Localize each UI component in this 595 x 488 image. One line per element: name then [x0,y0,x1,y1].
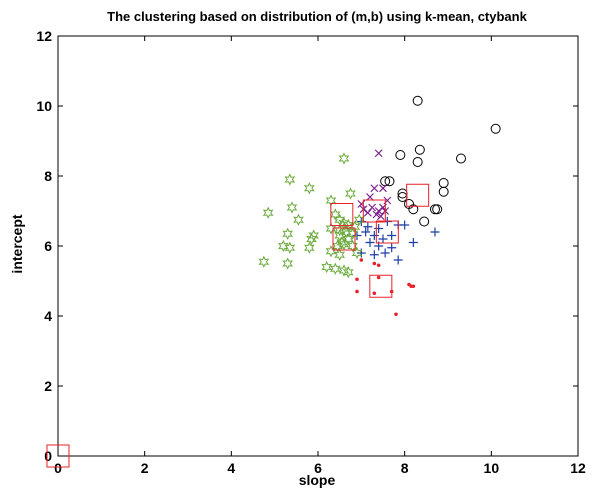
dot-marker [411,284,416,289]
x-tick-label: 0 [54,460,62,476]
star-marker [282,257,294,270]
x-marker [368,203,377,212]
x-marker [374,149,383,158]
dot-marker [394,312,398,317]
plus-marker [430,227,440,237]
plus-marker [378,234,388,244]
x-tick-label: 12 [570,460,586,476]
star-marker [353,213,365,226]
circle-marker [490,123,501,134]
x-marker [376,212,385,221]
plot-area [57,35,579,457]
circle-marker [412,95,423,106]
y-tick-label: 2 [44,378,52,394]
x-axis-label: slope [299,472,336,488]
dot-marker [355,277,359,282]
x-marker [379,184,387,193]
data-points [258,95,501,317]
circle-marker [456,153,466,164]
star-marker [284,241,296,254]
dot-marker [372,291,377,296]
star-marker [321,260,333,274]
plus-marker [363,222,373,232]
plus-marker [369,231,379,240]
circle-marker [432,204,443,215]
star-marker [342,266,354,279]
y-tick-label: 10 [36,98,52,114]
circle-marker [414,144,425,155]
plus-marker [380,248,390,258]
plus-marker [393,255,403,265]
star-marker [308,229,320,242]
circle-marker [438,186,449,197]
y-tick-label: 6 [44,238,52,254]
star-marker [262,206,274,219]
x-tick-label: 6 [314,460,322,476]
dot-marker [359,258,364,262]
plus-marker [361,227,371,237]
circle-marker [384,176,395,187]
x-marker [372,210,381,219]
circle-marker [430,204,440,215]
centroid-square [332,227,356,251]
circle-marker [408,204,419,215]
centroid-square [46,444,70,468]
y-axis: 0 2 4 6 8 10 12 [36,28,578,464]
star-marker [336,236,348,249]
circle-marker [438,178,449,188]
star-marker [338,238,350,251]
centroid-square [406,183,430,207]
x-marker [366,193,374,201]
y-axis-label: intercept [9,214,25,273]
star-marker [303,241,315,254]
star-marker [277,239,289,253]
dot-marker [376,263,381,268]
x-tick-label: 2 [141,460,149,476]
x-tick-label: 8 [401,460,409,476]
circle-marker [395,150,406,160]
star-marker [284,173,296,186]
plus-marker [365,238,375,247]
x-axis: 0 2 4 6 8 10 12 [54,36,586,476]
centroid-square [375,220,399,244]
star-marker [338,152,350,165]
star-marker [282,227,294,240]
x-marker [370,184,379,193]
star-marker [306,232,317,246]
plus-marker [374,224,384,233]
star-marker [258,255,270,268]
y-tick-label: 12 [36,28,52,44]
centroid-square [330,203,354,226]
star-marker [334,248,346,261]
star-marker [329,262,341,275]
star-marker [293,213,304,226]
plus-marker [387,231,397,240]
dot-marker [355,289,359,294]
circle-marker [412,157,423,167]
star-marker [345,187,356,200]
star-marker [325,245,337,258]
centroid-square [362,199,386,223]
cluster-centroids [46,183,430,468]
plus-marker [369,250,379,260]
y-tick-label: 0 [44,448,52,464]
circle-marker [419,216,430,227]
plus-marker [387,243,397,253]
star-marker [303,182,315,195]
x-tick-label: 10 [484,460,500,476]
y-tick-label: 4 [44,308,52,324]
dot-marker [376,275,381,280]
dot-marker [372,261,377,266]
plot-border [57,35,579,457]
plus-marker [408,238,418,247]
x-tick-label: 4 [227,460,235,476]
centroid-square [369,274,393,298]
chart-title: The clustering based on distribution of … [107,9,527,24]
y-tick-label: 8 [44,168,52,184]
star-marker [286,201,298,214]
